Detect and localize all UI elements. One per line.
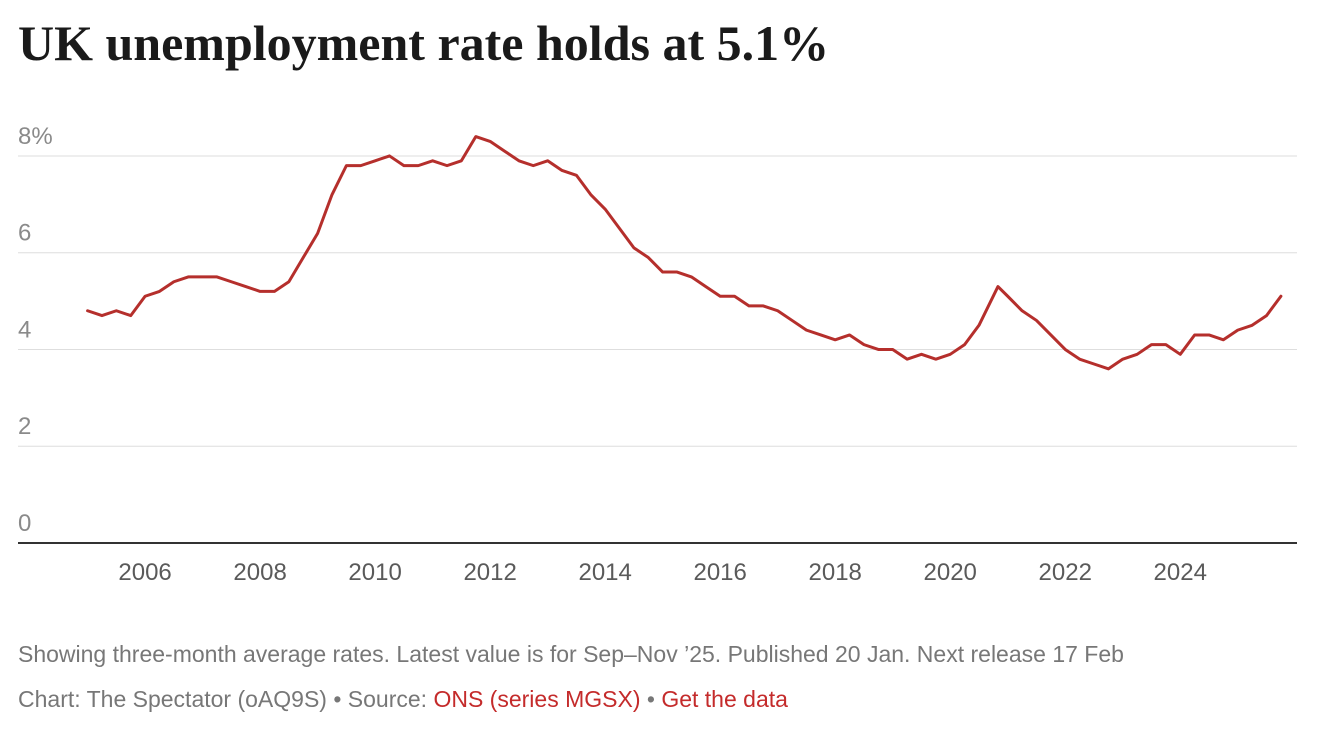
footer: Chart: The Spectator (oAQ9S) • Source: O… (18, 686, 788, 712)
y-tick-label: 2 (18, 413, 31, 440)
x-tick-label: 2016 (693, 559, 746, 586)
x-tick-label: 2018 (809, 559, 862, 586)
source-label: Source: (348, 686, 427, 712)
y-tick-label: 0 (18, 510, 31, 537)
x-tick-label: 2006 (118, 559, 171, 586)
x-tick-label: 2010 (348, 559, 401, 586)
credit: Chart: The Spectator (oAQ9S) (18, 686, 327, 712)
x-tick-label: 2022 (1039, 559, 1092, 586)
y-tick-label: 6 (18, 220, 31, 247)
x-tick-label: 2024 (1154, 559, 1207, 586)
source-link[interactable]: ONS (series MGSX) (433, 686, 640, 712)
data-link[interactable]: Get the data (661, 686, 788, 712)
x-tick-label: 2020 (924, 559, 977, 586)
y-tick-label: 4 (18, 316, 31, 343)
x-tick-label: 2014 (578, 559, 631, 586)
notes: Showing three-month average rates. Lates… (18, 641, 1124, 667)
x-tick-label: 2012 (463, 559, 516, 586)
y-tick-label: 8% (18, 123, 53, 150)
separator: • (333, 686, 341, 712)
chart-title: UK unemployment rate holds at 5.1% (18, 15, 829, 71)
x-tick-label: 2008 (233, 559, 286, 586)
data-line (86, 135, 1283, 371)
separator: • (647, 686, 655, 712)
